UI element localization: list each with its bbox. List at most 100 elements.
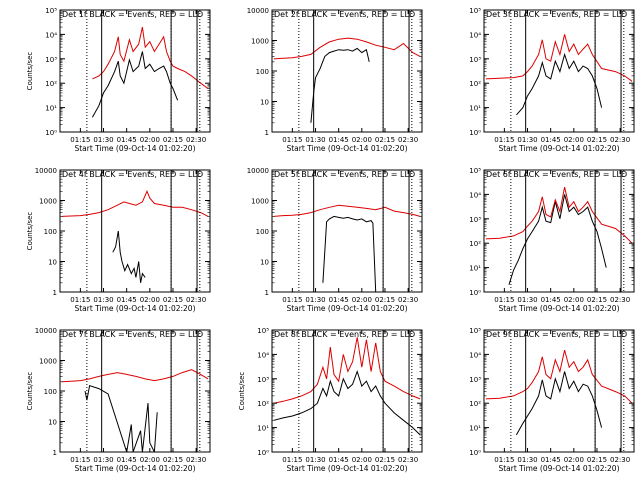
panel-4: Det 4f BLACK = Events, RED = LLD 1 10 100 10… (26, 167, 211, 313)
y-tick-label: 1 (53, 289, 57, 297)
y-tick-label: 10 (48, 419, 57, 427)
plot-frame (271, 329, 423, 453)
x-tick-label: 02:30 (186, 136, 206, 144)
y-tick-label: 10³ (45, 56, 57, 64)
x-tick-label: 01:45 (329, 296, 349, 304)
x-tick-label: 02:30 (398, 136, 418, 144)
x-tick-label: 01:45 (117, 136, 137, 144)
y-axis-label: Counts/sec (26, 372, 34, 411)
panel-5: Det 5f BLACK = Events, RED = LLD 1 10 100 10… (247, 167, 423, 313)
x-tick-label: 01:45 (541, 136, 561, 144)
plot-area (485, 170, 633, 292)
panel-9: Det 9f BLACK = Events, RED = LLD 10⁰ 10¹ 10… (469, 327, 635, 473)
plot-area (86, 10, 209, 132)
chart-title: Det 8f BLACK = Events, RED = LLD (274, 330, 415, 339)
x-tick-label: 02:00 (352, 136, 372, 144)
x-axis-label: Start Time (09-Oct-14 01:02:20) (498, 304, 619, 313)
x-tick-label: 01:15 (494, 136, 514, 144)
x-tick-label: 01:30 (93, 296, 113, 304)
series-line-events (322, 215, 377, 292)
y-tick-label: 1 (53, 449, 57, 457)
y-tick-label: 10⁵ (469, 7, 481, 15)
y-tick-label: 10¹ (469, 265, 481, 273)
x-tick-label: 01:15 (70, 136, 90, 144)
y-tick-label: 10⁵ (469, 167, 481, 175)
x-tick-label: 02:15 (587, 136, 607, 144)
y-tick-label: 10¹ (257, 425, 269, 433)
x-tick-label: 02:30 (186, 296, 206, 304)
x-axis-label: Start Time (09-Oct-14 01:02:20) (286, 464, 407, 473)
plot-area (485, 10, 633, 132)
chart-title: Det 6f BLACK = Events, RED = LLD (486, 170, 627, 179)
x-tick-label: 01:45 (329, 456, 349, 464)
x-tick-label: 01:45 (329, 136, 349, 144)
y-tick-label: 10¹ (469, 105, 481, 113)
series-line-events (84, 384, 158, 452)
panel-8: Det 8f BLACK = Events, RED = LLD 10⁰ 10¹ 10… (238, 327, 423, 473)
x-tick-label: 02:15 (587, 456, 607, 464)
plot-area (61, 170, 209, 292)
x-tick-label: 02:00 (564, 296, 584, 304)
chart-title: Det 1f BLACK = Events, RED = LLD (62, 10, 203, 19)
series-line-events (508, 194, 607, 285)
y-tick-label: 10² (469, 400, 481, 408)
y-tick-label: 10³ (469, 216, 481, 224)
y-tick-label: 1000 (39, 358, 57, 366)
x-axis-label: Start Time (09-Oct-14 01:02:20) (74, 304, 195, 313)
plot-frame (271, 9, 423, 133)
x-tick-label: 01:15 (282, 456, 302, 464)
y-tick-label: 10⁵ (257, 327, 269, 335)
plot-area (485, 330, 633, 452)
chart-title: Det 7f BLACK = Events, RED = LLD (62, 330, 203, 339)
y-tick-label: 10³ (257, 376, 269, 384)
y-axis-label: Counts/sec (26, 52, 34, 91)
y-tick-label: 10⁴ (45, 31, 57, 39)
plot-frame (59, 329, 211, 453)
series-line-lld (273, 37, 421, 60)
y-tick-label: 10⁴ (469, 31, 481, 39)
y-tick-label: 100 (256, 68, 269, 76)
y-tick-label: 10² (257, 400, 269, 408)
x-tick-label: 02:15 (163, 296, 183, 304)
y-tick-label: 10³ (469, 376, 481, 384)
x-tick-label: 02:15 (375, 136, 395, 144)
series-line-lld (273, 337, 421, 404)
plot-frame (59, 9, 211, 133)
y-tick-label: 10000 (35, 167, 57, 175)
x-tick-label: 02:00 (564, 136, 584, 144)
y-tick-label: 10 (260, 259, 269, 267)
y-tick-label: 10² (469, 240, 481, 248)
x-tick-label: 02:15 (375, 456, 395, 464)
x-tick-label: 01:15 (494, 296, 514, 304)
x-tick-label: 01:15 (494, 456, 514, 464)
plot-frame (271, 169, 423, 293)
x-tick-label: 02:30 (610, 296, 630, 304)
series-line-lld (61, 369, 209, 383)
y-tick-label: 10⁰ (257, 449, 269, 457)
y-tick-label: 10⁵ (469, 327, 481, 335)
y-tick-label: 1000 (251, 198, 269, 206)
x-tick-label: 01:15 (70, 456, 90, 464)
y-tick-label: 1 (265, 129, 269, 137)
x-tick-label: 01:45 (541, 296, 561, 304)
chart-title: Det 4f BLACK = Events, RED = LLD (62, 170, 203, 179)
series-line-lld (92, 26, 209, 90)
x-tick-label: 01:30 (517, 296, 537, 304)
x-tick-label: 02:15 (163, 136, 183, 144)
x-tick-label: 02:00 (140, 296, 160, 304)
x-tick-label: 01:45 (117, 456, 137, 464)
series-line-events (310, 47, 370, 123)
x-tick-label: 02:15 (587, 296, 607, 304)
y-tick-label: 10¹ (469, 425, 481, 433)
plot-area (273, 170, 421, 292)
y-tick-label: 10⁵ (45, 7, 57, 15)
x-tick-label: 01:45 (117, 296, 137, 304)
x-tick-label: 01:30 (305, 296, 325, 304)
panel-7: Det 7f BLACK = Events, RED = LLD 1 10 100 10… (26, 327, 211, 473)
x-tick-label: 01:30 (305, 136, 325, 144)
x-axis-label: Start Time (09-Oct-14 01:02:20) (74, 464, 195, 473)
y-tick-label: 10000 (247, 167, 269, 175)
x-axis-label: Start Time (09-Oct-14 01:02:20) (286, 144, 407, 153)
x-tick-label: 01:30 (517, 136, 537, 144)
